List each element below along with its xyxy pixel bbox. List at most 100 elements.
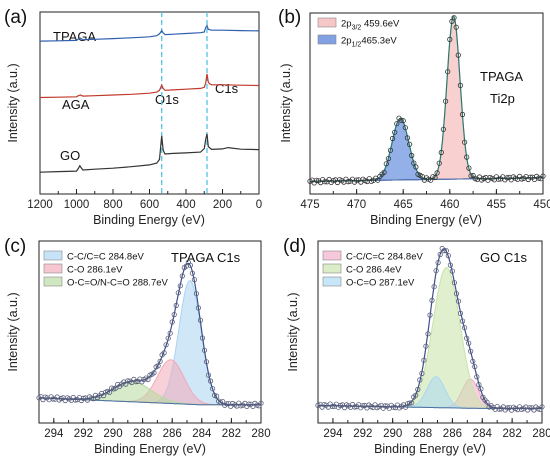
panel-c-y-label: Intensity (a.u.) bbox=[6, 292, 20, 371]
panel-a-x-tick-label: 0 bbox=[256, 199, 262, 211]
panel-b-data-point bbox=[411, 160, 417, 166]
panel-b-data-point bbox=[445, 69, 451, 75]
panel-d-data-point bbox=[360, 403, 366, 409]
panel-c-x-tick-label: 290 bbox=[103, 428, 122, 440]
panel-c-data-point bbox=[167, 330, 173, 336]
panel-b-data-point bbox=[398, 117, 404, 123]
panel-d-data-point bbox=[453, 291, 460, 297]
panel-d-data-point bbox=[419, 370, 425, 377]
panel-a-x-tick-label: 1200 bbox=[27, 199, 53, 211]
panel-d-data-point bbox=[527, 405, 533, 411]
panel-c-data-point bbox=[50, 396, 56, 402]
panel-b-data-point bbox=[464, 154, 470, 160]
panel-b-legend-swatch bbox=[317, 34, 337, 45]
panel-b-x-tick-label: 450 bbox=[533, 199, 550, 211]
panel-d-data-point bbox=[431, 284, 437, 290]
panel-c-legend-label: C-C/C=C 284.8eV bbox=[67, 252, 144, 263]
panel-c-label: (c) bbox=[4, 236, 26, 257]
panel-c-data-point bbox=[224, 401, 230, 407]
panel-b-y-label: Intensity (a.u.) bbox=[279, 63, 293, 142]
panel-d-legend-label: O-C=O 287.1eV bbox=[346, 278, 415, 289]
panel-d-data-point bbox=[417, 377, 423, 383]
panel-c-data-point bbox=[214, 393, 220, 399]
panel-d-x-tick-label: 288 bbox=[413, 428, 432, 440]
panel-c-data-point bbox=[210, 386, 216, 392]
panel-c-x-tick-label: 280 bbox=[251, 428, 270, 440]
panel-d-legend-label: C-O 286.4eV bbox=[346, 265, 402, 276]
panel-a-series-aga bbox=[39, 73, 260, 99]
panel-c-data-point bbox=[207, 378, 214, 384]
panel-c-data-point bbox=[173, 302, 179, 309]
panel-d-data-point bbox=[435, 259, 441, 266]
panel-c-data-point bbox=[205, 372, 212, 378]
panel-c-legend-swatch bbox=[43, 263, 63, 274]
panel-b-data-point bbox=[404, 135, 410, 141]
panel-c-data-point bbox=[165, 335, 171, 341]
panel-c-legend-swatch bbox=[43, 276, 63, 287]
panel-c-data-point bbox=[187, 262, 193, 268]
panel-a-x-tick-label: 200 bbox=[213, 199, 232, 211]
panel-b-data-point bbox=[495, 176, 502, 182]
panel-d-label: (d) bbox=[283, 236, 306, 257]
panel-c-data-point bbox=[189, 270, 195, 276]
panel-d-data-point bbox=[461, 325, 468, 331]
panel-d-data-point bbox=[441, 248, 447, 254]
panel-d-data-point bbox=[443, 248, 449, 254]
panel-c-x-tick-label: 284 bbox=[192, 428, 212, 440]
panel-c-x-label: Binding Energy (eV) bbox=[94, 442, 206, 456]
panel-d-data-point bbox=[484, 399, 490, 405]
panel-c-data-point bbox=[169, 319, 175, 325]
panel-d-data-point bbox=[413, 392, 419, 398]
panel-d-data-point bbox=[457, 310, 464, 316]
panel-d-data-point bbox=[472, 363, 478, 370]
panel-b-legend-swatch bbox=[317, 17, 337, 28]
panel-b-data-point bbox=[536, 175, 542, 181]
panel-c-data-point bbox=[258, 400, 264, 406]
panel-b-x-tick-label: 470 bbox=[347, 199, 366, 211]
panel-c-annotation: TPAGA C1s bbox=[171, 250, 241, 265]
panel-b-data-point bbox=[434, 170, 440, 176]
panel-d-data-point bbox=[476, 381, 482, 388]
panel-c-x-tick-label: 294 bbox=[44, 428, 64, 440]
panel-b-data-point bbox=[436, 160, 442, 166]
panel-b-data-point bbox=[389, 135, 396, 142]
panel-c-x-tick-label: 288 bbox=[133, 428, 152, 440]
panel-c-data-point bbox=[199, 335, 206, 341]
panel-b-legend-label: 2p1/2465.3eV bbox=[341, 36, 397, 49]
panel-b-data-point bbox=[402, 125, 408, 131]
panel-c-legend-swatch bbox=[43, 250, 63, 261]
panel-c-data-point bbox=[171, 311, 177, 318]
panel-d-data-point bbox=[382, 403, 388, 409]
panel-b-data-point bbox=[409, 152, 415, 159]
panel-c-data-point bbox=[155, 363, 161, 369]
panel-d-x-tick-label: 284 bbox=[473, 428, 493, 440]
panel-b-data-point bbox=[461, 139, 468, 145]
panel-d-data-point bbox=[406, 400, 413, 406]
panel-c-x-tick-label: 282 bbox=[222, 428, 241, 440]
panel-d-legend-swatch bbox=[322, 250, 342, 261]
panel-c: (c) TPAGA C1s Binding Energy (eV) Intens… bbox=[4, 236, 271, 456]
panel-d-annotation: GO C1s bbox=[480, 250, 527, 265]
panel-c-data-point bbox=[175, 290, 181, 296]
panel-b-data-point bbox=[504, 175, 510, 181]
panel-a-x-tick-label: 800 bbox=[103, 199, 122, 211]
panel-a-x-tick-label: 1000 bbox=[64, 199, 90, 211]
panel-c-data-point bbox=[161, 350, 167, 356]
panel-b-data-point bbox=[406, 141, 413, 147]
panel-c-data-point bbox=[246, 401, 252, 407]
panel-c-legend-label: C-O 286.1eV bbox=[67, 265, 123, 276]
panel-c-data-point bbox=[88, 395, 95, 401]
panel-b-data-point bbox=[322, 179, 328, 185]
panel-b-data-point bbox=[387, 147, 394, 153]
panel-d-data-point bbox=[504, 405, 510, 411]
panel-b-data-point bbox=[442, 98, 449, 104]
panel-c-data-point bbox=[193, 291, 199, 297]
panel-b-data-point bbox=[487, 174, 493, 181]
panel-d-frame bbox=[317, 240, 543, 424]
panel-a-series-label-go: GO bbox=[60, 148, 80, 163]
panel-d-data-point bbox=[433, 268, 439, 274]
panel-b-component-peak bbox=[310, 117, 543, 182]
panel-a-annotation-o1s: O1s bbox=[155, 92, 179, 107]
panel-b-data-point bbox=[459, 111, 466, 118]
panel-d-y-label: Intensity (a.u.) bbox=[286, 292, 300, 371]
